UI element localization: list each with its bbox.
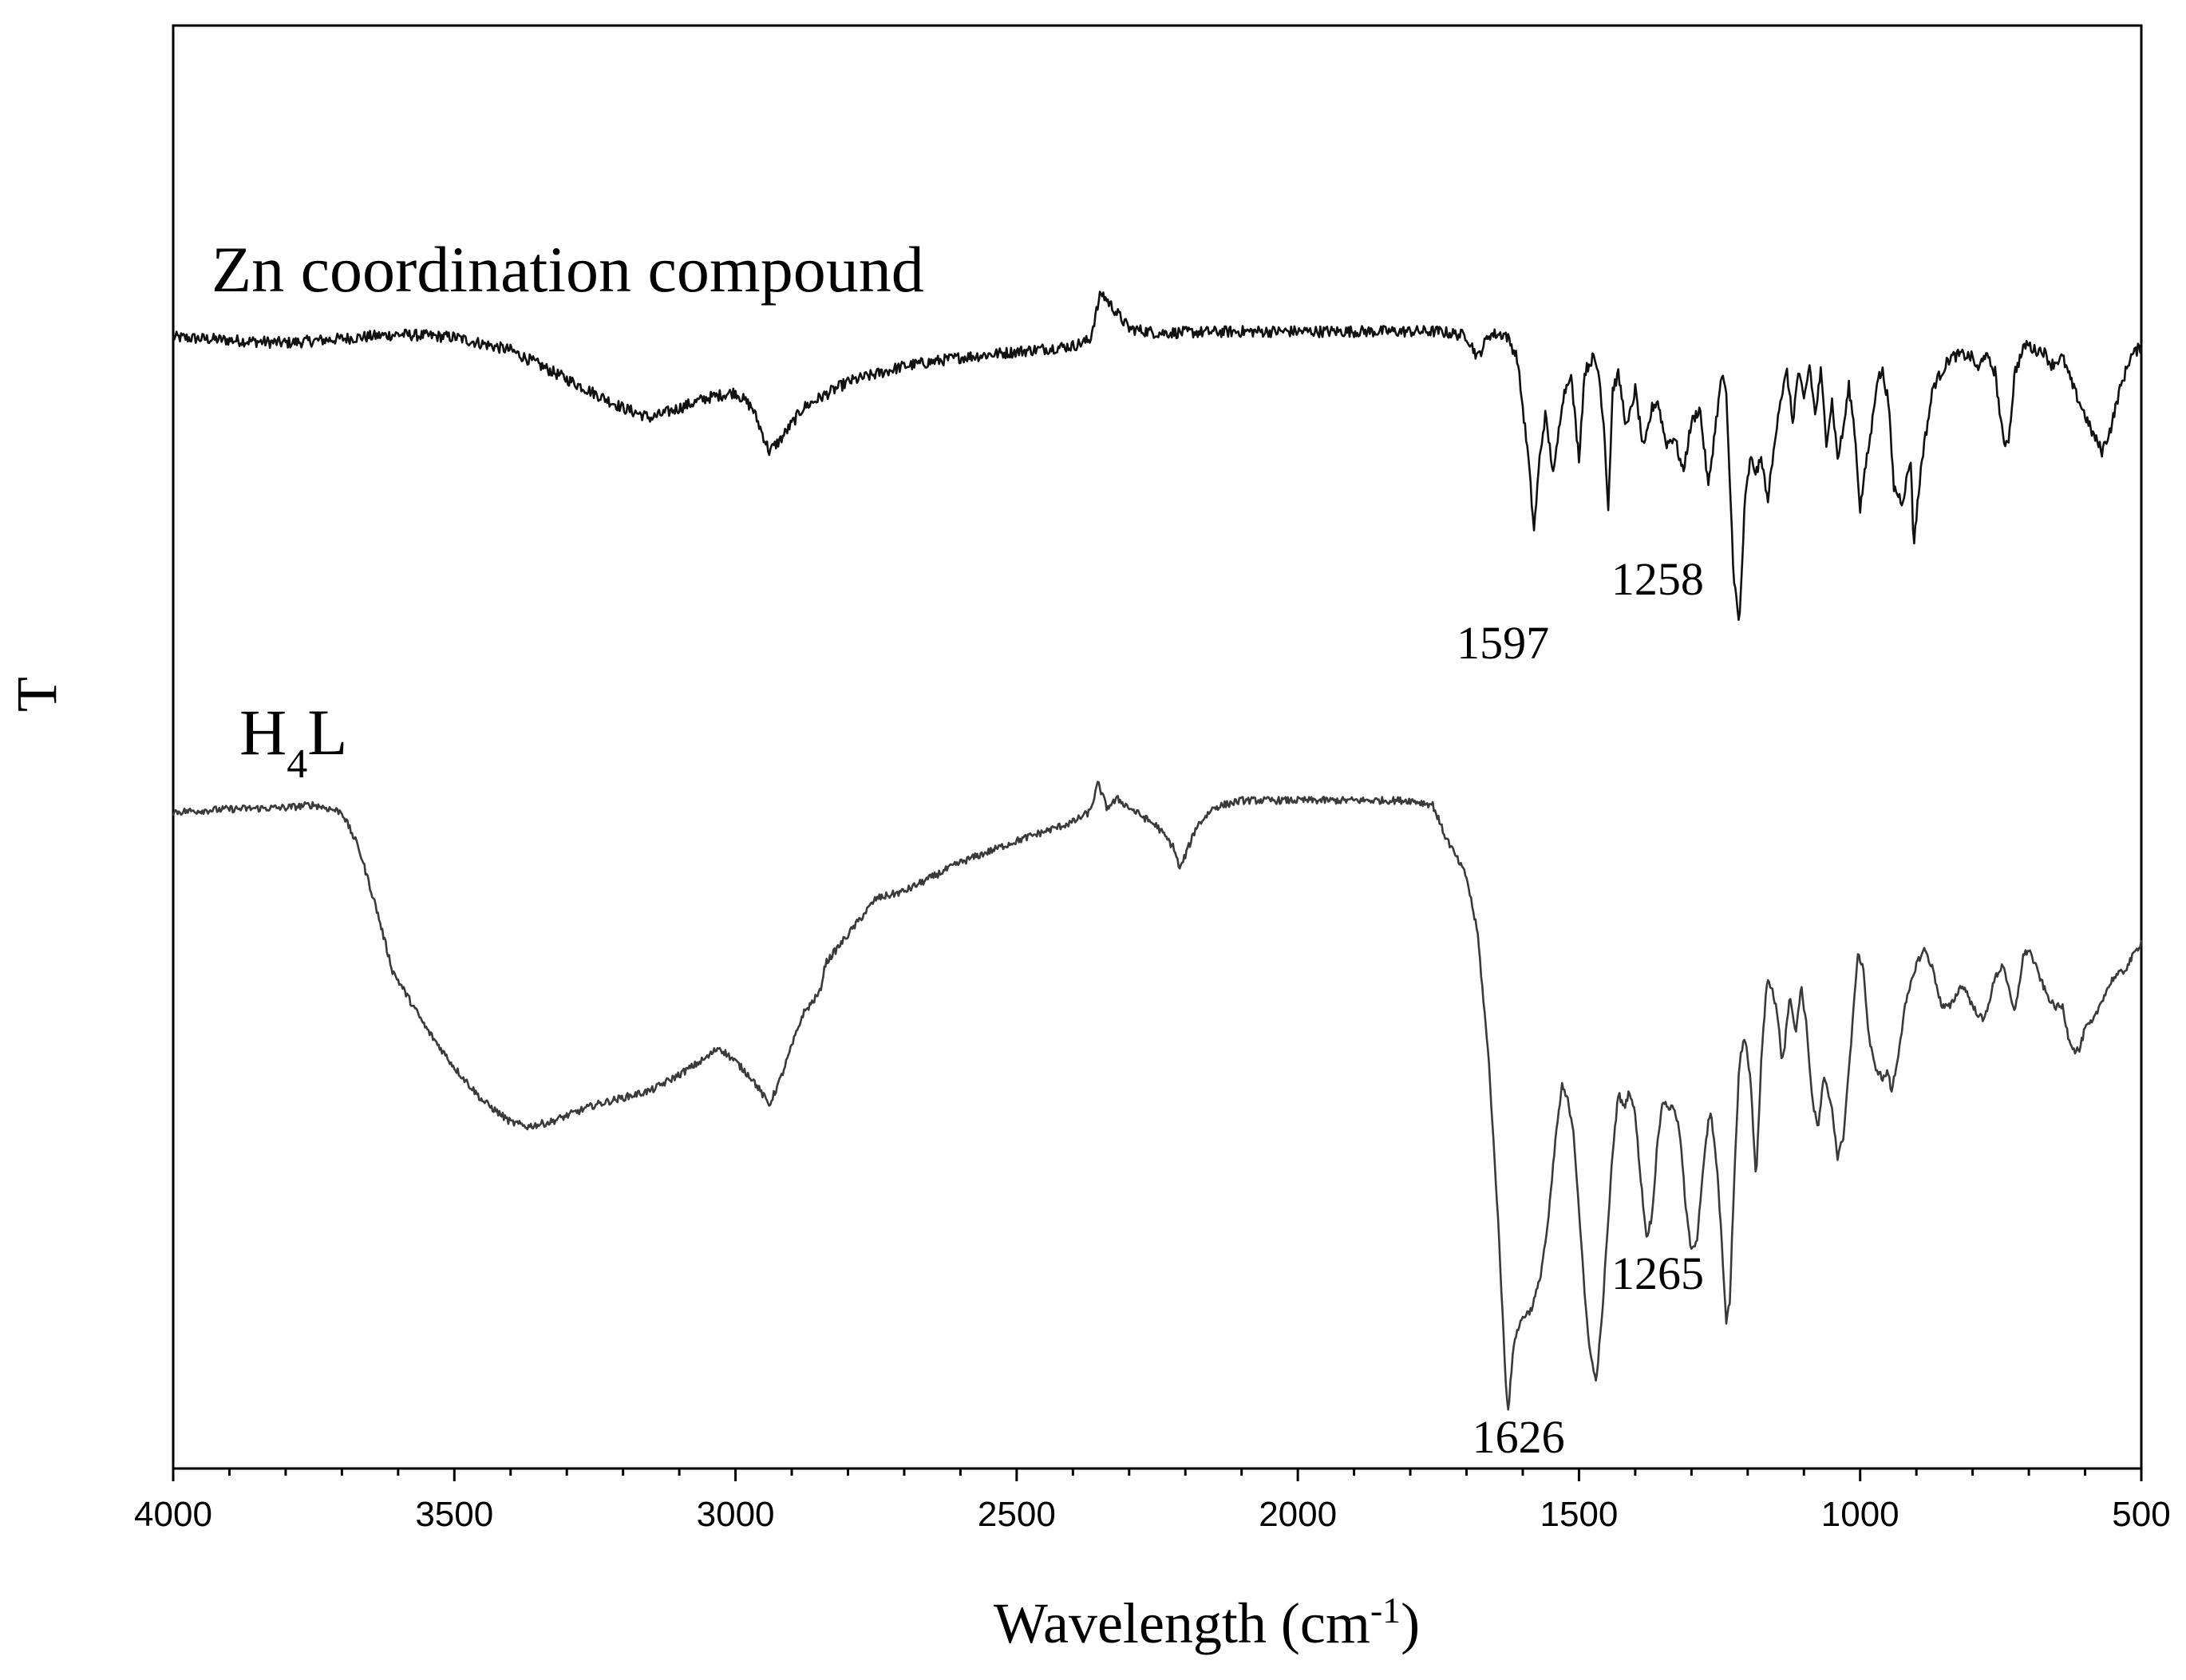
x-tick-label: 2500 <box>978 1495 1056 1534</box>
x-tick-label: 500 <box>2112 1495 2170 1534</box>
series-label-0: Zn coordination compound <box>211 233 924 306</box>
series-line-0 <box>172 291 2143 621</box>
x-tick-label: 3000 <box>697 1495 775 1534</box>
x-tick-label: 3500 <box>415 1495 493 1534</box>
peak-annotation: 1597 <box>1457 617 1549 669</box>
x-axis-title-main: Wavelength (cm <box>994 1591 1370 1655</box>
x-tick-label: 1000 <box>1821 1495 1899 1534</box>
x-axis-title: Wavelength (cm-1) <box>994 1590 1420 1656</box>
series-line-1 <box>172 781 2143 1411</box>
peak-annotation: 1626 <box>1472 1411 1565 1463</box>
peak-annotation: 1265 <box>1611 1247 1704 1299</box>
y-axis-title: T <box>5 677 69 712</box>
plot-frame <box>172 24 2143 1470</box>
peak-annotation: 1258 <box>1611 553 1704 605</box>
x-axis-title-close: ) <box>1401 1591 1420 1655</box>
x-tick-label: 4000 <box>134 1495 212 1534</box>
x-axis-title-superscript: -1 <box>1370 1590 1401 1631</box>
x-tick-label: 2000 <box>1259 1495 1337 1534</box>
series-label-1: H4L <box>239 696 347 787</box>
x-tick-label: 1500 <box>1540 1495 1618 1534</box>
